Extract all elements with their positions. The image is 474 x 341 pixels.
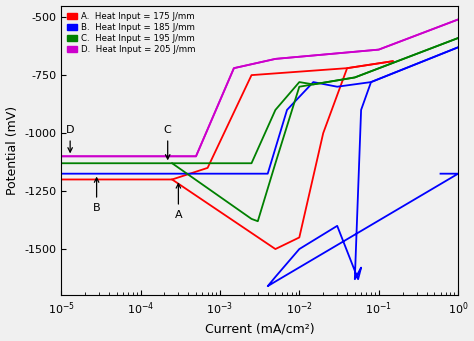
Text: A: A	[174, 184, 182, 220]
Text: C: C	[164, 125, 172, 159]
X-axis label: Current (mA/cm²): Current (mA/cm²)	[205, 323, 314, 336]
Text: D: D	[66, 125, 74, 152]
Text: B: B	[93, 178, 100, 213]
Y-axis label: Potential (mV): Potential (mV)	[6, 106, 18, 195]
Legend: A.  Heat Input = 175 J/mm, B.  Heat Input = 185 J/mm, C.  Heat Input = 195 J/mm,: A. Heat Input = 175 J/mm, B. Heat Input …	[65, 10, 197, 56]
